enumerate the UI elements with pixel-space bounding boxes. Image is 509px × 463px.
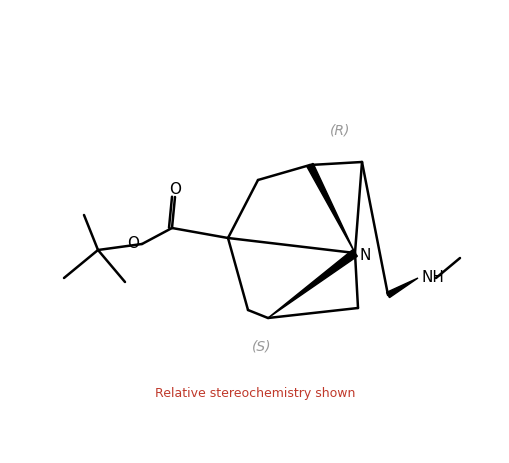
Polygon shape (268, 250, 357, 318)
Text: N: N (360, 248, 372, 263)
Text: O: O (127, 237, 139, 251)
Text: NH: NH (422, 269, 445, 284)
Polygon shape (386, 278, 418, 298)
Text: (S): (S) (252, 339, 272, 353)
Text: Relative stereochemistry shown: Relative stereochemistry shown (155, 387, 355, 400)
Text: (R): (R) (330, 123, 350, 137)
Polygon shape (307, 163, 355, 253)
Text: O: O (169, 182, 181, 197)
